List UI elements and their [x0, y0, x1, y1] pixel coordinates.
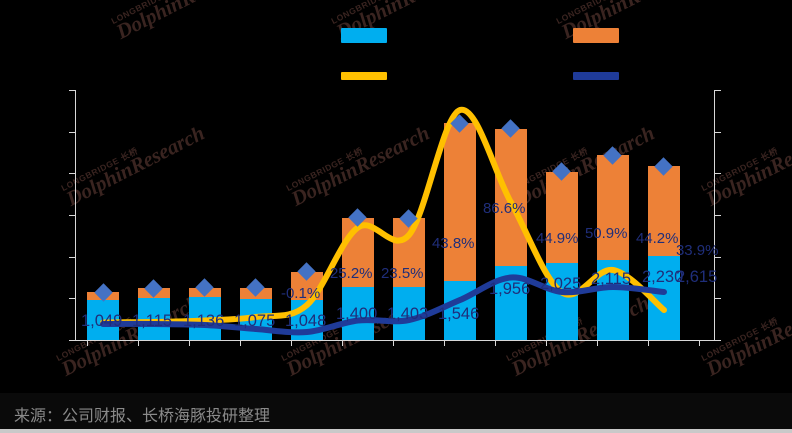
x-axis-tick [87, 340, 88, 346]
y-axis-right [714, 90, 715, 340]
axis-tick [715, 173, 721, 175]
legend-swatch [341, 72, 387, 80]
bar-upper-segment [545, 171, 578, 264]
y-axis-left [75, 90, 76, 340]
bar-upper-segment [443, 123, 476, 282]
bar-value-label: 1,403 [386, 305, 429, 323]
axis-tick [69, 215, 75, 216]
chart-legend [0, 0, 792, 88]
bar-column [341, 217, 374, 340]
growth-percent-label: 25.2% [329, 265, 373, 282]
x-axis [75, 340, 715, 341]
legend-swatch [573, 72, 619, 80]
x-axis-tick [392, 340, 394, 346]
bar-value-label: 1,115 [131, 312, 173, 330]
growth-percent-label: 50.9% [584, 225, 628, 242]
x-axis-tick [596, 340, 598, 346]
axis-tick [69, 90, 75, 91]
line-series-layer [100, 106, 667, 336]
x-axis-tick [239, 340, 241, 346]
bar-value-label: 1,546 [437, 305, 480, 323]
axis-tick [69, 131, 75, 133]
x-axis-tick [545, 340, 547, 346]
axis-tick [715, 256, 721, 258]
bar-value-label: 1,075 [233, 312, 276, 330]
x-axis-tick [137, 340, 139, 346]
source-note: 来源：公司财报、长桥海豚投研整理 [14, 406, 271, 425]
x-axis-tick [341, 340, 343, 346]
bar-value-label: 2,115 [590, 270, 632, 288]
x-axis-tick [443, 340, 445, 346]
x-axis-tick [698, 340, 700, 346]
bar-column [392, 218, 425, 340]
bar-value-label: 2,025 [539, 275, 582, 293]
bar-column [443, 123, 476, 340]
bar-value-label: 1,049 [81, 312, 123, 330]
growth-percent-label: 44.9% [535, 230, 579, 247]
axis-tick [715, 340, 721, 341]
bar-value-label: 2,230 [641, 268, 684, 286]
axis-tick [69, 173, 75, 175]
legend-swatch [341, 28, 387, 43]
bar-value-label: 1,048 [284, 312, 327, 330]
axis-tick [715, 298, 721, 300]
footer-bar: 来源：公司财报、长桥海豚投研整理 [0, 393, 792, 433]
bar-value-label: 1,136 [182, 312, 225, 330]
bar-upper-segment [596, 155, 629, 260]
x-axis-tick [188, 340, 190, 346]
axis-tick [715, 90, 721, 91]
bar-value-label: 2,615 [675, 268, 718, 286]
bar-lower-segment [443, 281, 476, 340]
bar-lower-segment [341, 286, 374, 340]
axis-tick [69, 256, 75, 258]
growth-percent-label: 23.5% [380, 265, 424, 282]
axis-tick [715, 131, 721, 133]
plot-area: 1,049 1,115 1,136 1,075 1,048 1,400 1,403 1,546… [69, 90, 721, 346]
growth-percent-label: 33.9% [675, 242, 719, 259]
x-axis-tick [290, 340, 292, 346]
bar-value-label: 1,400 [335, 305, 378, 323]
bar-upper-segment [647, 166, 680, 256]
growth-percent-label: 44.2% [635, 230, 679, 247]
growth-percent-label: 86.6% [482, 200, 526, 217]
axis-tick [69, 340, 75, 341]
bar-upper-segment [392, 218, 425, 287]
axis-tick [69, 298, 75, 300]
growth-percent-label: -0.1% [280, 285, 321, 302]
bar-value-label: 1,956 [488, 280, 531, 298]
bar-lower-segment [392, 286, 425, 340]
bottom-strip [0, 429, 792, 433]
blue-rate-line [100, 274, 667, 336]
growth-percent-label: 43.8% [431, 235, 475, 252]
x-axis-tick [647, 340, 649, 346]
axis-tick [715, 215, 721, 216]
x-axis-tick [494, 340, 496, 346]
legend-swatch [573, 28, 619, 43]
